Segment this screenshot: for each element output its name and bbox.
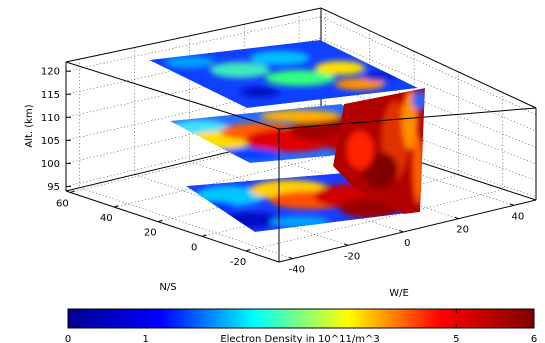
we-axis-ticks: -40 -20 0 20 40 (288, 203, 525, 276)
axes-box-back (65, 7, 537, 201)
ns-axis-label: N/S (159, 282, 176, 293)
we-tick-label: 0 (404, 238, 410, 249)
z-gridline-right-wall (320, 38, 537, 132)
z-gridline-right-wall (320, 16, 537, 115)
z-axis-ticks: 95 100 105 110 115 120 (41, 67, 71, 193)
ns-tick-mark (70, 190, 75, 193)
colorbar-tick-label: 5 (453, 334, 459, 343)
we-tick-mark (288, 256, 293, 260)
we-tick-mark (343, 243, 349, 246)
colorbar-tick-label: 6 (531, 334, 537, 343)
axes-box-front (65, 61, 537, 263)
we-tick-mark (454, 216, 459, 220)
ns-axis-ticks: 60 40 20 0 -20 (56, 190, 251, 268)
we-tick-mark (509, 203, 515, 206)
colorbar-ticks: 0 1 5 6 (65, 309, 537, 343)
ns-tick-mark (158, 219, 163, 223)
z-axis-label: Alt. (km) (24, 104, 35, 147)
z-tick-label: 115 (41, 90, 60, 101)
z-tick-label: 110 (41, 113, 60, 124)
colorbar: 0 1 5 6 Electron Density in 10^11/m^3 (65, 308, 537, 343)
ns-tick-mark (114, 205, 119, 208)
ns-tick-label: 40 (100, 213, 113, 224)
z-tick-label: 95 (47, 182, 60, 193)
ns-tick-mark (201, 234, 207, 237)
colorbar-tick-label: 1 (142, 334, 148, 343)
z-gridline-left-wall (65, 16, 322, 72)
z-tick-label: 120 (41, 67, 60, 78)
we-gridline-floor (79, 187, 293, 259)
vertical-density-curtain (333, 88, 425, 214)
ns-tick-label: 60 (56, 198, 69, 209)
z-tick-label: 105 (41, 136, 60, 147)
colorbar-tick-label: 0 (65, 334, 71, 343)
we-tick-label: 40 (512, 211, 525, 222)
we-tick-mark (399, 230, 404, 233)
we-tick-label: 20 (456, 225, 469, 236)
z-tick-label: 100 (41, 159, 60, 170)
we-tick-label: -40 (289, 265, 305, 276)
ns-tick-label: 0 (191, 242, 197, 253)
ns-tick-mark (245, 249, 251, 252)
ns-tick-label: 20 (144, 228, 157, 239)
we-tick-label: -20 (344, 251, 360, 262)
we-axis-label: W/E (389, 288, 409, 299)
colorbar-label: Electron Density in 10^11/m^3 (220, 334, 379, 343)
box-bottom-front-edges (65, 190, 537, 263)
ns-tick-label: -20 (230, 257, 246, 268)
colorbar-gradient (67, 308, 535, 329)
